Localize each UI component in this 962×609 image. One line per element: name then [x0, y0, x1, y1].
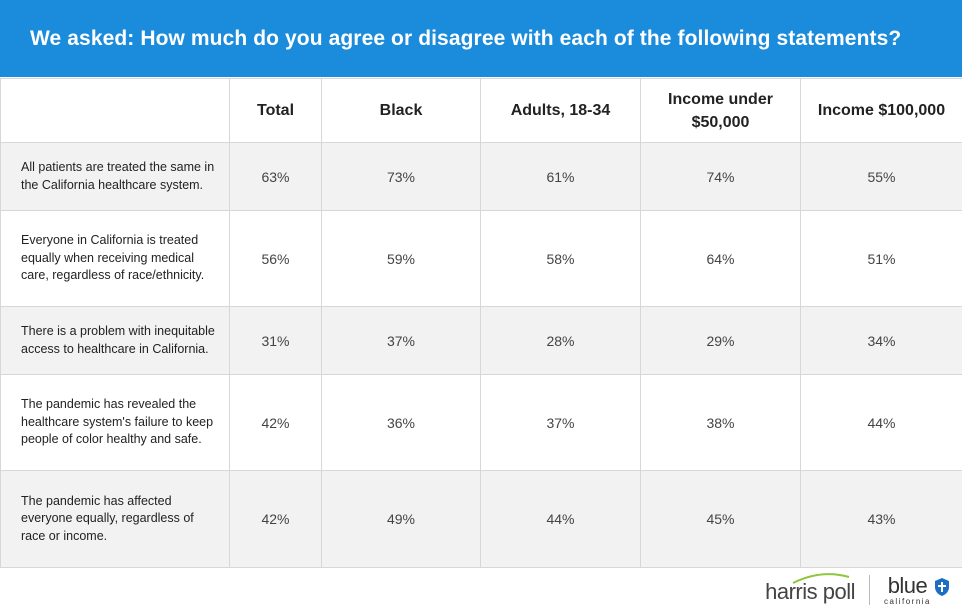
- statement-cell: Everyone in California is treated equall…: [0, 210, 230, 307]
- value-cell: 38%: [640, 374, 801, 471]
- value-cell: 28%: [480, 306, 641, 375]
- logo-divider: [868, 575, 870, 605]
- column-header-black: Black: [321, 78, 481, 143]
- value-cell: 36%: [321, 374, 481, 471]
- value-cell: 49%: [321, 470, 481, 568]
- column-header-income-under-50k: Income under $50,000: [640, 78, 801, 143]
- table-row: The pandemic has revealed the healthcare…: [0, 374, 962, 471]
- value-cell: 51%: [800, 210, 962, 307]
- value-cell: 29%: [640, 306, 801, 375]
- column-header: [0, 78, 230, 143]
- value-cell: 44%: [480, 470, 641, 568]
- table-row: All patients are treated the same in the…: [0, 142, 962, 211]
- header-banner: We asked: How much do you agree or disag…: [0, 0, 962, 77]
- table-header-row: Total Black Adults, 18-34 Income under $…: [0, 78, 962, 143]
- value-cell: 61%: [480, 142, 641, 211]
- value-cell: 34%: [800, 306, 962, 375]
- results-table: Total Black Adults, 18-34 Income under $…: [0, 78, 962, 568]
- value-cell: 58%: [480, 210, 641, 307]
- harris-swoosh-icon: [792, 573, 850, 584]
- column-header-income-100k: Income $100,000: [800, 78, 962, 143]
- table-row: The pandemic has affected everyone equal…: [0, 470, 962, 568]
- blue-california-logo: blue california: [883, 572, 950, 606]
- table-row: Everyone in California is treated equall…: [0, 210, 962, 307]
- footer-logos: harris poll blue california: [765, 572, 950, 608]
- value-cell: 56%: [229, 210, 322, 307]
- value-cell: 55%: [800, 142, 962, 211]
- statement-cell: There is a problem with inequitable acce…: [0, 306, 230, 375]
- value-cell: 37%: [480, 374, 641, 471]
- value-cell: 37%: [321, 306, 481, 375]
- page-title: We asked: How much do you agree or disag…: [30, 26, 902, 50]
- value-cell: 74%: [640, 142, 801, 211]
- value-cell: 42%: [229, 470, 322, 568]
- statement-cell: The pandemic has affected everyone equal…: [0, 470, 230, 568]
- harris-poll-logo-text: harris poll: [765, 579, 855, 604]
- value-cell: 59%: [321, 210, 481, 307]
- statement-cell: The pandemic has revealed the healthcare…: [0, 374, 230, 471]
- value-cell: 31%: [229, 306, 322, 375]
- value-cell: 43%: [800, 470, 962, 568]
- value-cell: 42%: [229, 374, 322, 471]
- blue-logo-subtext: california: [883, 596, 931, 606]
- blue-shield-icon: [935, 577, 949, 596]
- blue-logo-text: blue: [887, 572, 928, 598]
- harris-poll-logo: harris poll: [765, 573, 855, 605]
- column-header-total: Total: [229, 78, 322, 143]
- value-cell: 45%: [640, 470, 801, 568]
- value-cell: 64%: [640, 210, 801, 307]
- value-cell: 44%: [800, 374, 962, 471]
- table-row: There is a problem with inequitable acce…: [0, 306, 962, 375]
- value-cell: 63%: [229, 142, 322, 211]
- value-cell: 73%: [321, 142, 481, 211]
- statement-cell: All patients are treated the same in the…: [0, 142, 230, 211]
- column-header-adults-18-34: Adults, 18-34: [480, 78, 641, 143]
